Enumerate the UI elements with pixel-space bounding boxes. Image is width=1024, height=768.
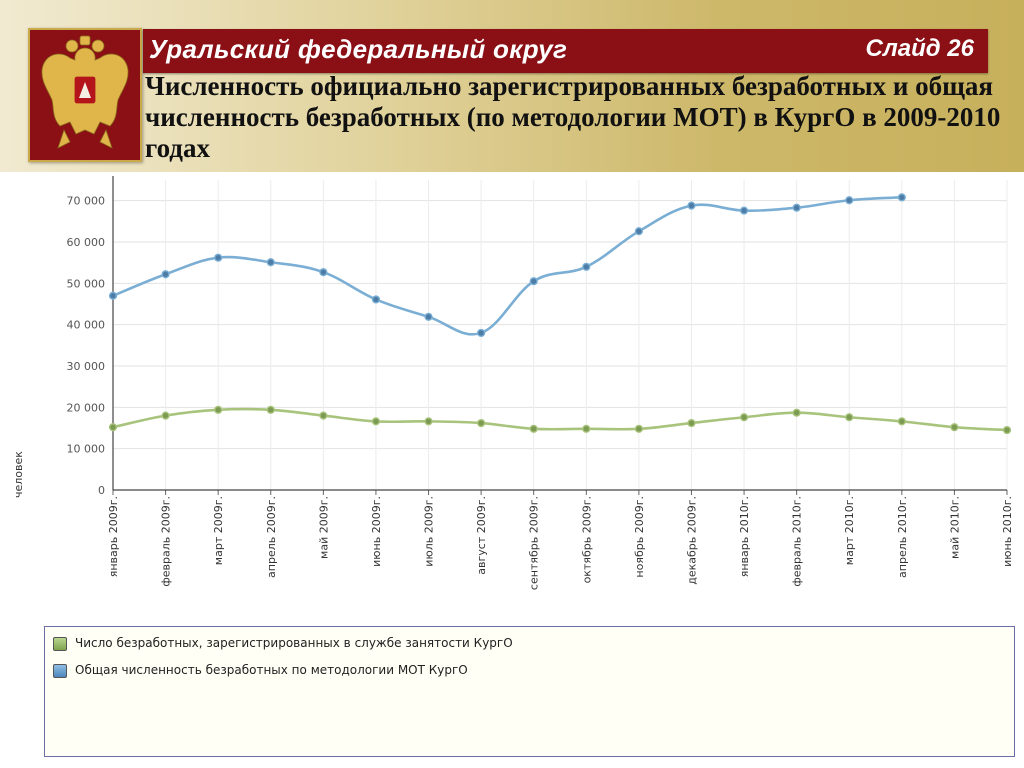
x-tick-label: март 2009г. — [212, 496, 225, 565]
y-tick-label: 40 000 — [67, 319, 106, 332]
data-point-series-0 — [1002, 425, 1012, 435]
data-point-series-0 — [424, 417, 433, 426]
data-point-series-1 — [634, 227, 643, 236]
data-point-series-1 — [371, 295, 381, 304]
x-tick-label: февраль 2010г. — [791, 496, 804, 587]
coat-of-arms-emblem — [28, 28, 142, 162]
data-point-series-1 — [161, 270, 170, 279]
data-point-series-1 — [687, 201, 696, 210]
district-title: Уральский федеральный округ — [149, 34, 568, 64]
data-point-series-1 — [214, 253, 223, 262]
data-point-series-0 — [845, 413, 854, 422]
series-line-1 — [112, 196, 902, 336]
x-tick-label: июнь 2010г. — [1001, 496, 1014, 567]
legend-swatch-green — [53, 637, 67, 651]
legend-label-ilo: Общая численность безработных по методол… — [75, 663, 468, 677]
data-point-series-1 — [424, 312, 433, 321]
y-tick-label: 0 — [98, 484, 105, 497]
x-tick-label: январь 2010г. — [738, 496, 751, 577]
data-point-series-1 — [477, 328, 486, 338]
data-point-series-0 — [108, 423, 118, 432]
data-point-series-1 — [266, 258, 275, 267]
data-point-series-0 — [897, 417, 906, 426]
data-point-series-1 — [845, 196, 854, 205]
data-point-series-0 — [739, 413, 749, 422]
x-tick-label: июль 2009г. — [423, 496, 436, 567]
x-tick-label: октябрь 2009г. — [580, 496, 593, 583]
y-tick-label: 50 000 — [67, 277, 106, 290]
y-tick-label: 20 000 — [67, 401, 106, 414]
data-point-series-0 — [161, 411, 170, 420]
x-tick-label: июнь 2009г. — [370, 496, 383, 567]
slide-number: Слайд 26 — [865, 35, 974, 62]
russian-coat-of-arms-icon — [41, 35, 129, 149]
data-point-series-0 — [950, 423, 959, 432]
x-tick-label: март 2010г. — [843, 496, 856, 565]
data-point-series-1 — [529, 277, 538, 286]
slide-title: Численность официально зарегистрированны… — [145, 71, 1001, 163]
data-point-series-0 — [477, 418, 486, 428]
data-point-series-0 — [582, 424, 591, 433]
x-tick-label: февраль 2009г. — [160, 496, 173, 587]
data-point-series-1 — [319, 268, 328, 277]
y-tick-label: 10 000 — [67, 443, 106, 456]
x-tick-label: апрель 2009г. — [265, 496, 278, 578]
data-point-series-1 — [792, 203, 801, 212]
data-point-series-0 — [371, 417, 381, 426]
data-point-series-0 — [792, 408, 801, 417]
data-point-series-0 — [214, 405, 223, 414]
x-tick-label: январь 2009г. — [107, 496, 120, 577]
data-point-series-0 — [529, 424, 538, 433]
data-point-series-0 — [687, 418, 696, 428]
x-tick-label: май 2010г. — [948, 496, 961, 559]
legend-swatch-blue — [53, 664, 67, 678]
data-point-series-1 — [739, 206, 749, 215]
data-point-series-0 — [319, 411, 328, 420]
chart-legend: Число безработных, зарегистрированных в … — [44, 626, 1015, 757]
legend-label-registered: Число безработных, зарегистрированных в … — [75, 636, 513, 650]
x-tick-label: апрель 2010г. — [896, 496, 909, 578]
x-tick-label: май 2009г. — [317, 496, 330, 559]
data-point-series-1 — [108, 291, 118, 300]
x-tick-label: август 2009г. — [475, 496, 488, 575]
data-point-series-0 — [634, 424, 643, 433]
header-background — [0, 0, 1024, 172]
x-tick-label: ноябрь 2009г. — [633, 496, 646, 578]
y-tick-label: 30 000 — [67, 360, 106, 373]
y-tick-label: 70 000 — [67, 195, 106, 208]
y-tick-label: 60 000 — [67, 236, 106, 249]
series-line-0 — [112, 407, 1008, 432]
y-axis-label: человек — [12, 451, 25, 498]
x-tick-label: декабрь 2009г. — [685, 496, 698, 585]
data-point-series-1 — [582, 262, 591, 271]
data-point-series-1 — [897, 193, 906, 202]
data-point-series-0 — [266, 405, 275, 414]
title-bar: Уральский федеральный округ Слайд 26 — [143, 29, 988, 73]
x-tick-label: сентябрь 2009г. — [528, 496, 541, 590]
unemployment-line-chart: 0 10 000 20 000 30 000 40 000 50 000 60 000 70 … — [67, 176, 1014, 590]
